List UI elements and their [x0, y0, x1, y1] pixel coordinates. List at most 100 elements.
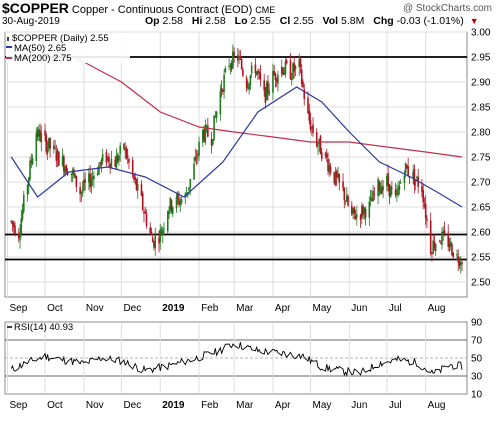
rsi-x-tick-label: Jun — [351, 400, 367, 411]
candle-body — [150, 232, 153, 235]
candle-body — [371, 198, 373, 202]
candle-body — [267, 81, 269, 93]
candle-body — [423, 204, 426, 207]
rsi-y-tick-label: 50 — [471, 354, 483, 365]
candle-body — [396, 192, 398, 194]
candle-body — [381, 186, 383, 193]
description-label: Copper - Continuous Contract (EOD) — [71, 4, 253, 16]
candle-body — [166, 211, 169, 232]
candle-body — [391, 188, 393, 189]
candle-body — [422, 190, 424, 203]
candle-body — [80, 191, 83, 194]
candle-body — [153, 241, 155, 248]
candle-body — [315, 132, 318, 147]
candle-body — [242, 69, 244, 76]
candle-body — [21, 209, 24, 220]
candle-body — [55, 151, 58, 161]
candle-body — [81, 189, 84, 191]
candle-body — [40, 133, 43, 143]
candle-body — [368, 201, 371, 218]
open-value: 2.58 — [162, 15, 183, 27]
price-y-tick-label: 2.50 — [471, 278, 491, 289]
rsi-x-tick-label: Aug — [428, 400, 446, 411]
candle-body — [203, 130, 205, 140]
candle-body — [310, 127, 313, 129]
candle-body — [397, 187, 399, 196]
candle-body — [240, 59, 243, 69]
candle-body — [237, 55, 239, 61]
candle-body — [268, 90, 270, 95]
candle-body — [459, 262, 462, 266]
chg-key: Chg — [373, 15, 394, 27]
candle-body — [149, 227, 152, 233]
candle-body — [101, 154, 104, 162]
candle-body — [362, 205, 364, 216]
candle-body — [135, 179, 138, 190]
candle-body — [98, 165, 100, 175]
candle-body — [434, 244, 437, 252]
candle-body — [456, 254, 458, 256]
candle-body — [75, 175, 78, 187]
candle-body — [265, 82, 268, 100]
candle-body — [398, 185, 401, 190]
candle-body — [207, 125, 209, 137]
candle-body — [65, 165, 68, 173]
candle-body — [58, 151, 60, 166]
candle-body — [73, 169, 75, 176]
candle-body — [309, 120, 312, 130]
candle-body — [213, 115, 215, 141]
candle-body — [89, 173, 91, 188]
candle-body — [118, 155, 120, 161]
candle-body — [277, 74, 279, 84]
candle-body — [159, 229, 162, 242]
candle-body — [176, 194, 179, 199]
candle-body — [17, 233, 20, 238]
candle-body — [461, 262, 463, 264]
candle-body — [294, 65, 297, 70]
candle-body — [458, 261, 461, 266]
candle-body — [388, 184, 391, 196]
candle-body — [212, 139, 214, 145]
candle-body — [198, 141, 200, 156]
candle-body — [29, 160, 31, 180]
price-x-tick-label: Oct — [47, 303, 63, 314]
vol-key: Vol — [322, 15, 339, 27]
candle-body — [126, 155, 129, 158]
candle-body — [254, 64, 257, 74]
rsi-x-tick-label: Jul — [389, 400, 402, 411]
candle-body — [284, 61, 287, 75]
price-x-tick-label: Feb — [201, 303, 219, 314]
high-value: 2.58 — [205, 15, 226, 27]
candle-body — [19, 232, 21, 240]
candle-body — [175, 196, 178, 209]
candle-body — [412, 171, 414, 180]
candle-body — [408, 177, 411, 178]
high-key: Hi — [191, 15, 203, 27]
candle-body — [429, 220, 432, 254]
candle-body — [342, 181, 344, 189]
low-key: Lo — [234, 15, 248, 27]
candle-body — [131, 159, 134, 176]
candle-body — [337, 175, 339, 178]
candle-body — [416, 176, 418, 179]
candle-body — [64, 167, 66, 174]
price-y-tick-label: 3.00 — [471, 28, 491, 39]
candle-body — [302, 81, 304, 88]
vol-value: 5.8M — [341, 15, 365, 27]
price-x-tick-label: Jul — [389, 303, 402, 314]
candle-body — [334, 171, 337, 185]
watermark: @ StockCharts.com — [402, 3, 492, 14]
candle-body — [11, 221, 14, 224]
candle-body — [110, 158, 113, 168]
candle-body — [413, 168, 416, 186]
candle-body — [394, 189, 397, 196]
price-x-tick-label: Aug — [428, 303, 446, 314]
rsi-panel: 10 30 50 70 90 RSI(14) 40.93 — [4, 318, 483, 401]
candle-body — [432, 240, 434, 254]
candle-body — [219, 90, 222, 115]
candle-body — [154, 236, 157, 248]
rsi-x-tick-label: Mar — [236, 400, 254, 411]
ma50-line — [10, 86, 463, 208]
price-x-tick-label: May — [312, 303, 331, 314]
candle-body — [26, 184, 29, 195]
